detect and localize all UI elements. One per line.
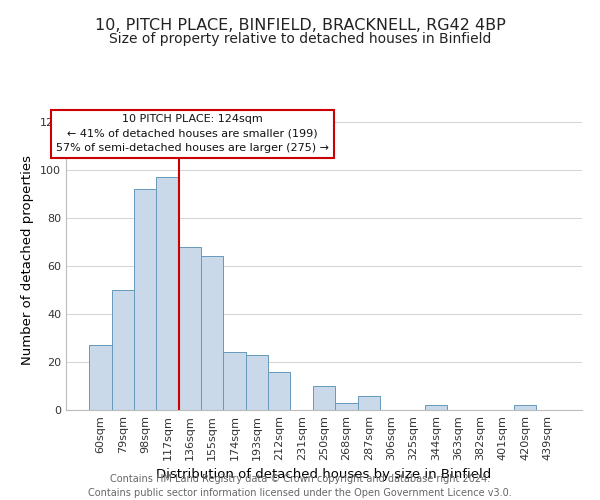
Bar — [223, 352, 246, 410]
Text: 10, PITCH PLACE, BINFIELD, BRACKNELL, RG42 4BP: 10, PITCH PLACE, BINFIELD, BRACKNELL, RG… — [95, 18, 505, 32]
Bar — [134, 189, 157, 410]
Y-axis label: Number of detached properties: Number of detached properties — [22, 155, 34, 365]
Text: Contains HM Land Registry data © Crown copyright and database right 2024.
Contai: Contains HM Land Registry data © Crown c… — [88, 474, 512, 498]
Bar — [179, 247, 201, 410]
Bar — [358, 396, 380, 410]
Bar — [313, 386, 335, 410]
Bar — [89, 345, 112, 410]
X-axis label: Distribution of detached houses by size in Binfield: Distribution of detached houses by size … — [157, 468, 491, 481]
Bar — [157, 177, 179, 410]
Bar — [268, 372, 290, 410]
Bar — [246, 355, 268, 410]
Text: Size of property relative to detached houses in Binfield: Size of property relative to detached ho… — [109, 32, 491, 46]
Bar — [201, 256, 223, 410]
Text: 10 PITCH PLACE: 124sqm
← 41% of detached houses are smaller (199)
57% of semi-de: 10 PITCH PLACE: 124sqm ← 41% of detached… — [56, 114, 329, 154]
Bar — [335, 403, 358, 410]
Bar — [514, 405, 536, 410]
Bar — [112, 290, 134, 410]
Bar — [425, 405, 447, 410]
